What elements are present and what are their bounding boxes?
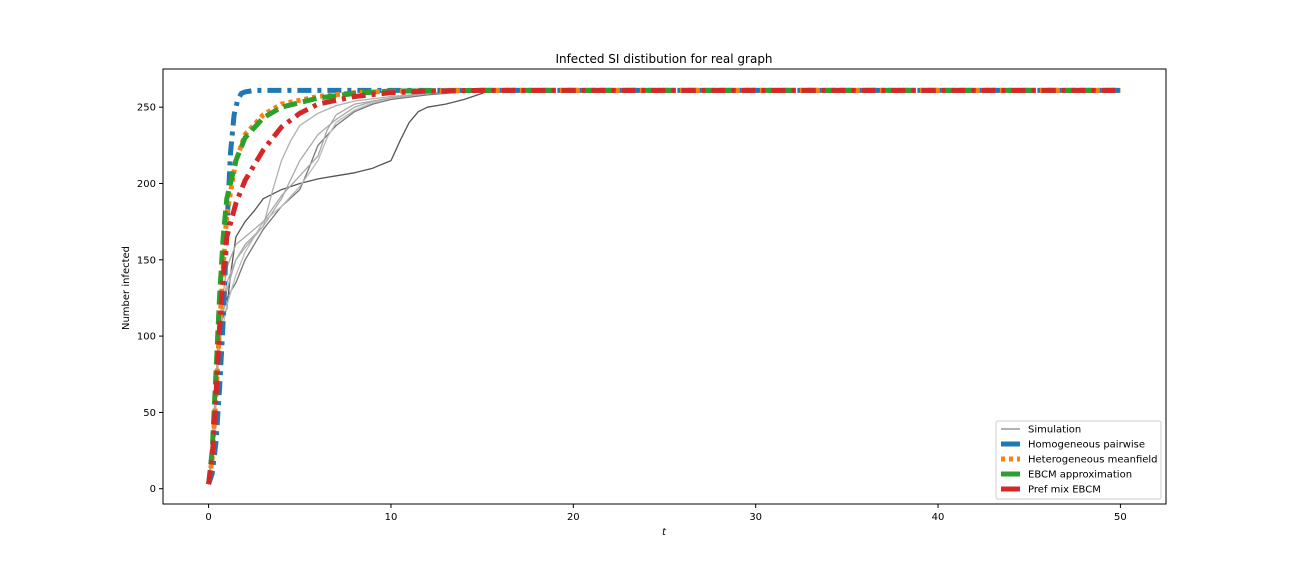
legend-label: Heterogeneous meanfield [1028,455,1158,466]
legend-label: Pref mix EBCM [1028,485,1101,496]
legend-label: Homogeneous pairwise [1028,440,1145,451]
simulation-line-5 [207,89,483,485]
x-tick-label: 30 [749,512,762,523]
axes: 0 10 20 30 40 50 0 50 100 150 200 250 [137,68,1167,523]
y-axis-label: Number infected [121,246,132,330]
x-tick-label: 20 [567,512,580,523]
series-line-ebcm-approximation [206,87,1121,485]
x-tick-label: 50 [1114,512,1127,523]
x-tick-label: 0 [205,512,211,523]
y-tick-label: 0 [150,484,156,495]
chart-title: Infected SI distibution for real graph [555,52,772,66]
y-tick-label: 150 [137,255,156,266]
legend: Simulation Homogeneous pairwise Heterogene… [995,420,1162,500]
legend-label: EBCM approximation [1028,470,1132,481]
y-tick-label: 200 [137,179,156,190]
x-axis-label: t [662,527,667,538]
legend-label: Simulation [1028,425,1081,436]
legend-box [995,420,1162,500]
y-tick-label: 100 [137,332,156,343]
plot-frame [162,68,1167,505]
x-tick-label: 10 [385,512,398,523]
y-tick-label: 250 [137,103,156,114]
series-line-pref-mix-ebcm [206,87,1121,485]
plot-area [206,87,1121,485]
x-tick-label: 40 [932,512,945,523]
y-tick-label: 50 [143,408,156,419]
series-line-homogeneous-pairwise [206,87,1121,485]
